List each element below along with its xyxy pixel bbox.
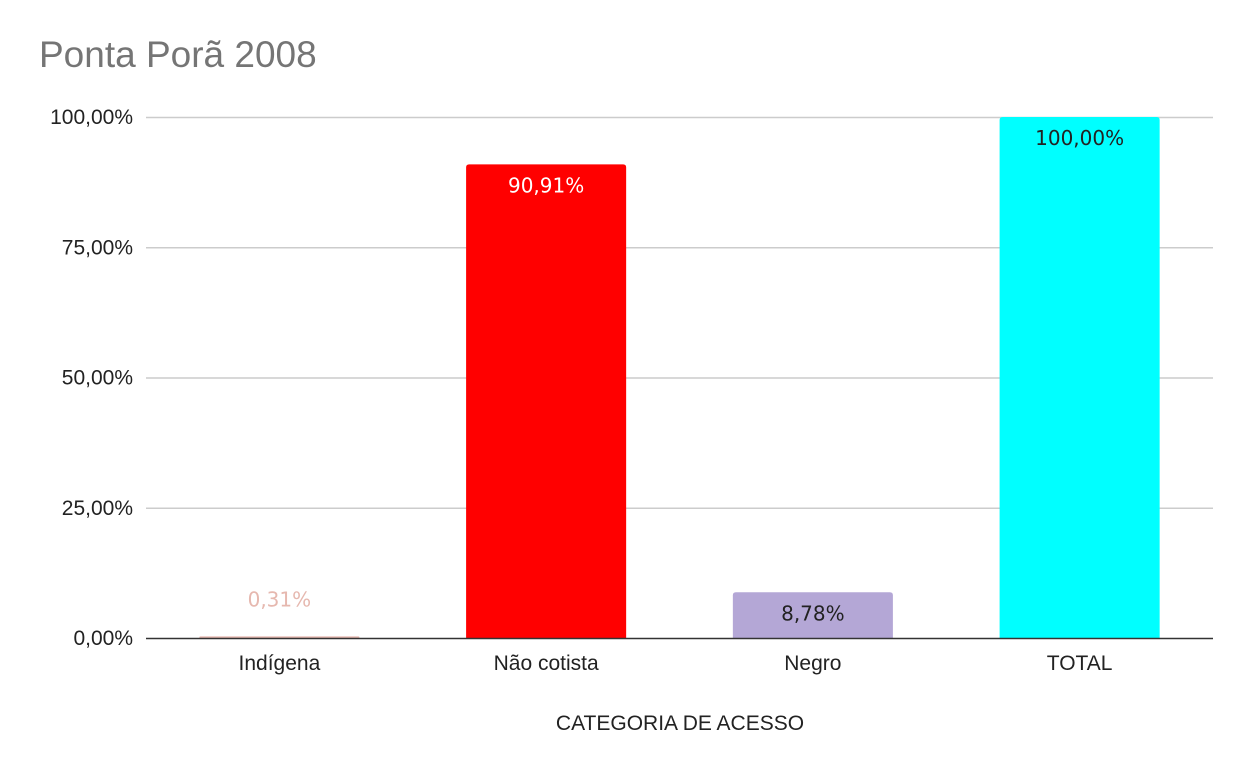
y-axis-tick-labels: 0,00% 25,00% 50,00% 75,00% 100,00% xyxy=(50,106,133,650)
y-tick-label: 100,00% xyxy=(50,106,133,129)
x-axis-category-labels: Indígena Não cotista Negro TOTAL xyxy=(239,652,1113,675)
y-tick-label: 75,00% xyxy=(62,236,133,259)
bar-negro xyxy=(732,592,893,638)
chart-title: Ponta Porã 2008 xyxy=(39,34,317,75)
bar-n-o-cotista xyxy=(466,164,627,639)
bar-total xyxy=(999,117,1160,638)
bars xyxy=(199,117,1160,639)
x-category-label: TOTAL xyxy=(1047,652,1113,675)
y-tick-label: 50,00% xyxy=(62,367,133,390)
y-tick-label: 0,00% xyxy=(73,627,133,650)
x-category-label: Indígena xyxy=(239,652,321,675)
data-label: 100,00% xyxy=(1035,126,1124,150)
data-label: 0,31% xyxy=(248,587,312,611)
x-axis-title: CATEGORIA DE ACESSO xyxy=(556,712,804,735)
data-label: 8,78% xyxy=(781,601,845,625)
x-category-label: Negro xyxy=(784,652,841,675)
x-category-label: Não cotista xyxy=(494,652,599,675)
y-tick-label: 25,00% xyxy=(62,497,133,520)
bar-ind-gena xyxy=(199,636,360,638)
data-label: 90,91% xyxy=(508,173,584,197)
data-labels: 0,31% 90,91% 8,78% 100,00% xyxy=(248,126,1125,625)
